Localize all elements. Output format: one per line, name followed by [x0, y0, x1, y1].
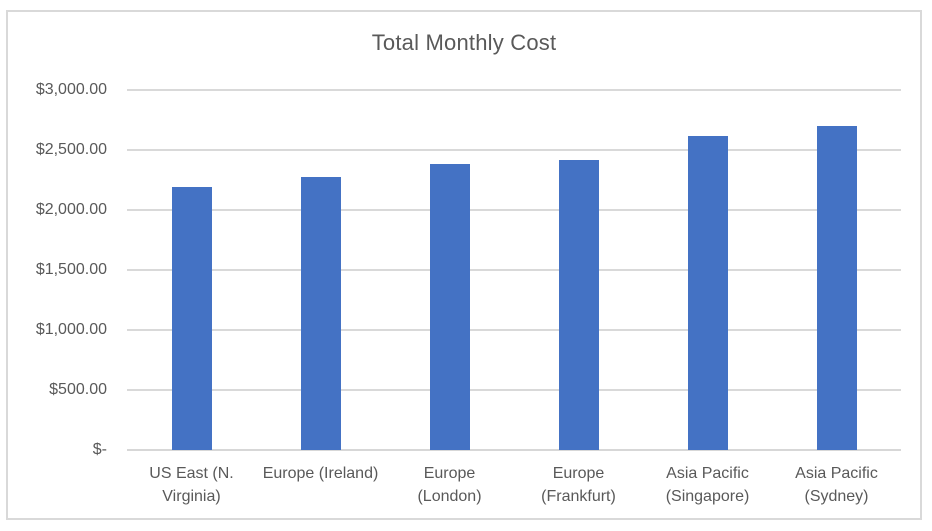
y-axis-tick-label: $1,000.00 [35, 321, 107, 338]
bar-3 [429, 163, 470, 450]
x-axis-category-label: US East (N. Virginia) [149, 465, 234, 505]
gridline [127, 329, 901, 331]
bar-6 [816, 126, 857, 450]
bar-5 [687, 136, 728, 450]
x-axis-category-label: Europe (Frankfurt) [541, 465, 616, 505]
bar-4 [558, 160, 599, 450]
y-axis-tick-label: $1,500.00 [35, 261, 107, 278]
bar-2 [300, 177, 341, 450]
y-axis-tick-label: $2,000.00 [35, 201, 107, 218]
chart-title: Total Monthly Cost [371, 30, 557, 55]
y-axis-tick-label: $3,000.00 [35, 81, 107, 98]
y-axis-tick-label: $- [92, 441, 107, 458]
chart-frame: Total Monthly Cost $- $500.00 $1,000.00 $1,… [6, 10, 922, 520]
y-axis-tick-label: $500.00 [49, 381, 107, 398]
x-axis-line [127, 449, 901, 451]
gridline [127, 389, 901, 391]
x-axis-category-label: Europe (Ireland) [262, 465, 379, 482]
x-axis-category-label: Asia Pacific (Sydney) [795, 465, 878, 505]
x-axis-category-label: Europe (London) [417, 465, 482, 505]
gridline [127, 209, 901, 211]
gridline [127, 149, 901, 151]
x-axis-category-label: Asia Pacific (Singapore) [665, 465, 750, 505]
gridline [127, 89, 901, 91]
y-axis-tick-label: $2,500.00 [35, 141, 107, 158]
bar-1 [171, 187, 212, 450]
gridline [127, 269, 901, 271]
